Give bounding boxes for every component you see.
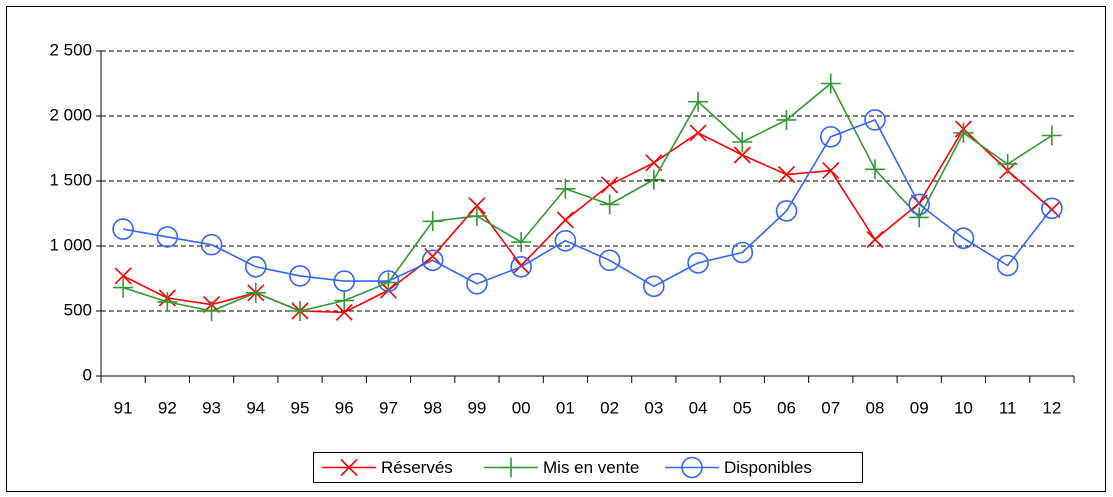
x-tick-label: 94	[246, 398, 265, 417]
data-point	[555, 178, 576, 199]
data-point	[952, 227, 975, 249]
x-tick-label: 05	[733, 398, 752, 417]
x-tick-label: 11	[999, 398, 1017, 417]
data-point	[421, 249, 444, 272]
x-tick-label: 03	[644, 398, 663, 417]
data-point	[333, 270, 356, 292]
legend-label: Mis en vente	[543, 458, 639, 477]
legend: Réservés Mis en vente Disponibles	[313, 452, 863, 483]
data-point	[864, 109, 886, 131]
legend-label: Disponibles	[724, 458, 812, 477]
data-point	[997, 154, 1018, 175]
data-point	[953, 122, 974, 143]
data-point	[113, 277, 134, 298]
data-point	[468, 197, 486, 215]
data-point	[643, 169, 664, 190]
x-tick-label: 99	[467, 398, 486, 417]
data-point	[731, 241, 754, 264]
data-point	[466, 272, 488, 295]
y-tick-label: 2 500	[49, 40, 92, 59]
data-point	[378, 272, 399, 293]
data-point	[689, 124, 707, 142]
data-point	[643, 275, 665, 298]
data-point	[732, 132, 753, 152]
data-point	[598, 249, 621, 272]
series-line	[122, 118, 1053, 288]
data-point	[200, 233, 223, 256]
data-point	[1041, 197, 1063, 220]
data-point	[466, 206, 487, 227]
data-point	[422, 211, 443, 232]
series-line	[122, 82, 1053, 312]
data-point	[511, 232, 532, 253]
y-tick-label: 1 500	[49, 170, 92, 189]
x-tick-label: 91	[114, 398, 133, 417]
data-point	[908, 193, 931, 216]
legend-marker	[681, 456, 703, 479]
y-tick-label: 1 000	[49, 235, 92, 254]
data-point	[554, 230, 577, 252]
x-tick-label: 04	[689, 398, 708, 417]
x-tick-label: 00	[512, 398, 531, 417]
x-tick-label: 92	[158, 398, 177, 417]
data-point	[599, 194, 620, 215]
data-point	[820, 73, 841, 94]
data-point	[112, 218, 134, 240]
data-point	[777, 165, 796, 184]
legend-marker	[501, 457, 521, 478]
data-point	[377, 270, 400, 292]
data-point	[334, 290, 355, 311]
x-tick-label: 08	[866, 398, 885, 417]
data-point	[775, 200, 798, 222]
data-point	[822, 162, 840, 180]
x-tick-label: 12	[1042, 398, 1061, 417]
data-point	[909, 207, 930, 228]
x-tick-label: 10	[954, 398, 973, 417]
y-tick-label: 0	[83, 365, 92, 384]
x-tick-label: 09	[910, 398, 929, 417]
legend-marker	[340, 458, 358, 477]
data-point	[556, 211, 574, 229]
data-point	[290, 301, 311, 321]
data-point	[866, 230, 884, 249]
data-point	[1041, 125, 1062, 146]
legend-box	[313, 452, 863, 483]
data-point	[510, 255, 532, 278]
x-tick-label: 95	[291, 398, 310, 417]
data-point	[157, 291, 178, 312]
data-point	[733, 146, 751, 164]
data-point	[864, 159, 885, 180]
y-tick-label: 2 000	[49, 105, 92, 124]
legend-label: Réservés	[381, 458, 453, 477]
x-tick-label: 93	[202, 398, 221, 417]
data-point	[156, 226, 179, 248]
data-point	[201, 301, 222, 321]
data-point	[819, 126, 842, 148]
data-point	[776, 109, 797, 130]
data-point	[289, 265, 311, 287]
data-point	[601, 176, 619, 194]
data-point	[687, 252, 709, 274]
chart-border	[6, 6, 1106, 492]
x-tick-label: 06	[777, 398, 796, 417]
data-point	[688, 91, 709, 112]
x-tick-label: 98	[423, 398, 442, 417]
y-tick-label: 500	[64, 300, 92, 319]
x-tick-label: 02	[600, 398, 619, 417]
data-point	[996, 254, 1019, 277]
data-point	[335, 303, 353, 321]
data-point	[114, 267, 132, 285]
x-tick-label: 97	[379, 398, 398, 417]
data-point	[245, 282, 266, 303]
x-tick-label: 07	[821, 398, 840, 417]
x-tick-label: 96	[335, 398, 354, 417]
x-tick-label: 01	[556, 398, 575, 417]
data-point	[244, 255, 267, 278]
data-point	[645, 154, 663, 172]
data-point	[512, 256, 530, 275]
